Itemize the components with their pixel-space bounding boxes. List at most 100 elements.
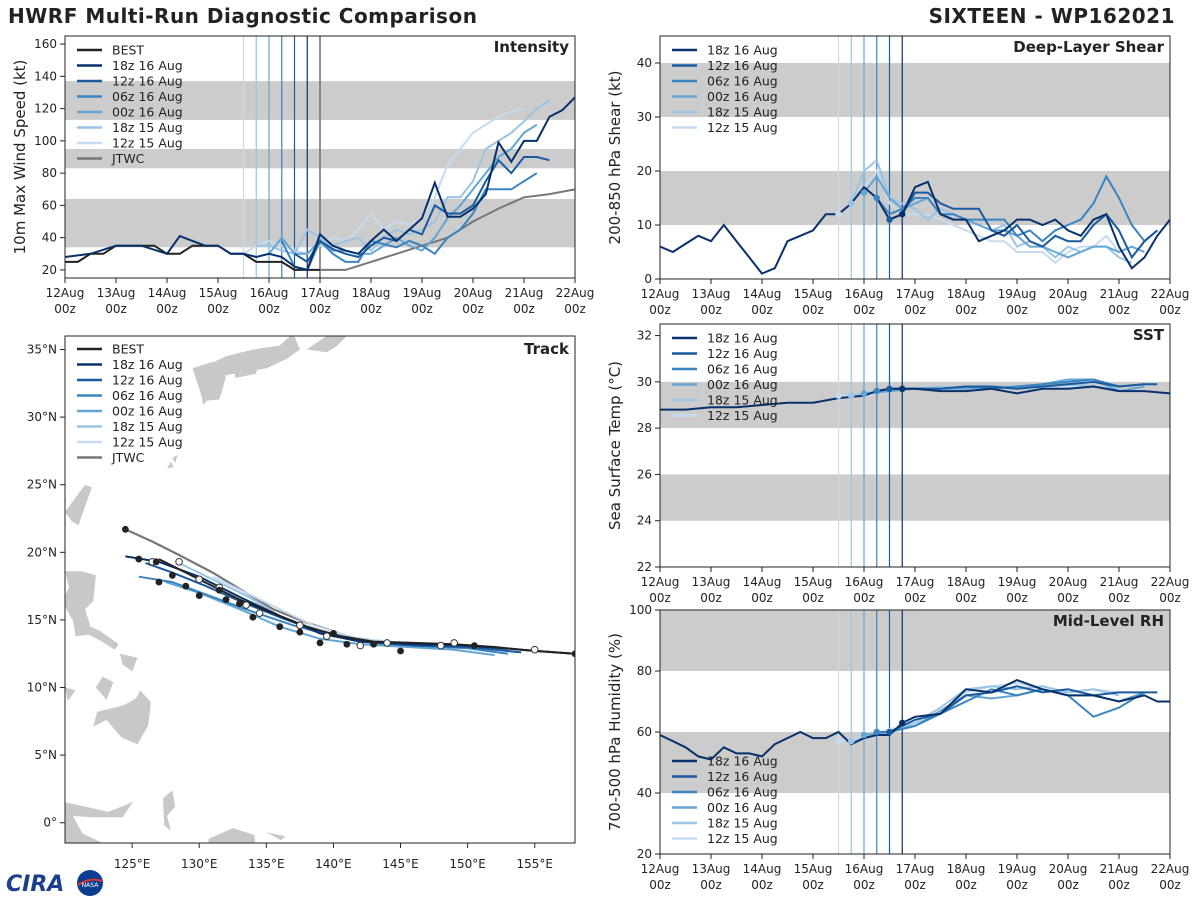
- shear-xtick-day: 15Aug: [794, 287, 833, 301]
- intensity-legend-label: JTWC: [111, 151, 145, 166]
- track-marker-open: [242, 601, 250, 609]
- intensity-legend-label: 12z 16 Aug: [112, 74, 183, 89]
- landmass: [95, 676, 114, 700]
- track-marker-filled: [215, 586, 223, 594]
- shear-init-point: [873, 194, 880, 202]
- shear-xtick-hour: 00z: [904, 303, 926, 317]
- landmass: [232, 360, 261, 378]
- shear-legend-label: 12z 15 Aug: [707, 120, 778, 135]
- track-marker-filled: [370, 640, 378, 648]
- track-marker-open: [322, 632, 331, 640]
- shear-xtick-day: 19Aug: [998, 287, 1037, 301]
- sst-xtick-hour: 00z: [1108, 591, 1130, 605]
- intensity-xtick-hour: 00z: [513, 302, 535, 316]
- track-ytick-label: 15°N: [27, 613, 57, 627]
- intensity-xtick-hour: 00z: [156, 302, 178, 316]
- intensity-xtick-hour: 00z: [360, 302, 382, 316]
- sst-init-point: [848, 392, 855, 399]
- track-xtick-label: 125°E: [114, 857, 151, 871]
- track-marker-filled: [316, 639, 324, 647]
- rh-ytick-label: 100: [629, 603, 652, 617]
- landmass: [65, 687, 76, 701]
- landmass: [65, 571, 119, 650]
- sst-legend-label: 12z 16 Aug: [707, 346, 778, 361]
- landmass: [200, 388, 209, 405]
- shear-xtick-hour: 00z: [700, 303, 722, 317]
- track-lines: [121, 525, 575, 658]
- track-marker-filled: [222, 596, 230, 604]
- intensity-ytick-label: 40: [42, 231, 57, 245]
- intensity-legend-label: 18z 16 Aug: [112, 58, 183, 73]
- intensity-legend-label: BEST: [112, 43, 144, 58]
- sst-ytick-label: 32: [637, 329, 652, 343]
- rh-xtick-hour: 00z: [1108, 878, 1130, 892]
- track-legend-label: 12z 15 Aug: [112, 435, 183, 450]
- intensity-xtick-day: 16Aug: [250, 286, 289, 300]
- landmass: [205, 336, 300, 377]
- rh-xtick-day: 20Aug: [1049, 862, 1088, 876]
- landmass: [172, 455, 178, 464]
- track-marker-open: [530, 645, 539, 654]
- sst-legend-label: 12z 15 Aug: [707, 408, 778, 423]
- sst-xtick-day: 18Aug: [947, 575, 986, 589]
- sst-ytick-label: 24: [637, 514, 652, 528]
- shear-init-point: [860, 189, 868, 196]
- intensity-series-line: [293, 156, 550, 264]
- shear-legend-label: 18z 15 Aug: [707, 105, 778, 120]
- rh-title: Mid-Level RH: [1053, 612, 1164, 630]
- shear-xtick-day: 14Aug: [743, 287, 782, 301]
- sst-xtick-hour: 00z: [649, 591, 671, 605]
- track-marker-filled: [276, 623, 284, 631]
- landmass: [208, 828, 256, 843]
- track-marker-filled: [470, 642, 478, 650]
- shear-title: Deep-Layer Shear: [1013, 38, 1164, 56]
- sst-legend-label: 18z 16 Aug: [707, 331, 778, 346]
- track-frame: [64, 335, 576, 844]
- shear-ytick-label: 10: [637, 218, 652, 232]
- sst-series-line: [889, 380, 1158, 390]
- intensity-legend-label: 12z 15 Aug: [112, 136, 183, 151]
- sst-xtick-day: 14Aug: [743, 575, 782, 589]
- shear-xtick-day: 22Aug: [1151, 287, 1190, 301]
- sst-xtick-hour: 00z: [853, 591, 875, 605]
- shear-band: [660, 63, 1170, 117]
- rh-init-point: [848, 737, 855, 745]
- rh-xtick-hour: 00z: [1006, 878, 1028, 892]
- rh-legend-label: 12z 16 Aug: [707, 769, 778, 784]
- sst-xtick-day: 17Aug: [896, 575, 935, 589]
- track-ytick-label: 35°N: [27, 343, 57, 357]
- track-marker-filled: [152, 558, 160, 566]
- intensity-ytick-label: 100: [34, 134, 57, 148]
- intensity-series-line: [280, 172, 538, 272]
- rh-legend-label: 18z 15 Aug: [707, 816, 778, 831]
- shear-series-group: [660, 158, 1170, 275]
- track-xtick-label: 145°E: [382, 857, 419, 871]
- shear-xtick-day: 21Aug: [1100, 287, 1139, 301]
- rh-xtick-hour: 00z: [1159, 878, 1181, 892]
- shear-xtick-hour: 00z: [751, 303, 773, 317]
- shear-ylabel: 200-850 hPa Shear (kt): [606, 71, 624, 245]
- track-best-line: [158, 558, 575, 655]
- intensity-xtick-hour: 00z: [258, 302, 280, 316]
- sst-xtick-day: 15Aug: [794, 575, 833, 589]
- rh-init-point: [835, 737, 842, 745]
- sst-xtick-day: 19Aug: [998, 575, 1037, 589]
- track-ytick-label: 25°N: [27, 478, 57, 492]
- intensity-ylabel: 10m Max Wind Speed (kt): [11, 60, 29, 255]
- track-marker-filled: [135, 555, 143, 563]
- intensity-xtick-day: 17Aug: [301, 286, 340, 300]
- rh-ytick-label: 20: [637, 847, 652, 861]
- shear-xtick-day: 17Aug: [896, 287, 935, 301]
- intensity-ytick-label: 120: [34, 102, 57, 116]
- intensity-title: Intensity: [494, 38, 570, 56]
- rh-xtick-day: 12Aug: [641, 862, 680, 876]
- sst-ylabel: Sea Surface Temp (°C): [606, 361, 624, 530]
- intensity-xtick-day: 15Aug: [199, 286, 238, 300]
- intensity-xtick-day: 21Aug: [505, 286, 544, 300]
- track-marker-filled: [236, 600, 243, 608]
- track-xtick-label: 155°E: [516, 857, 553, 871]
- track-xtick-label: 135°E: [248, 857, 285, 871]
- landmass: [120, 653, 138, 672]
- rh-ytick-label: 40: [637, 786, 652, 800]
